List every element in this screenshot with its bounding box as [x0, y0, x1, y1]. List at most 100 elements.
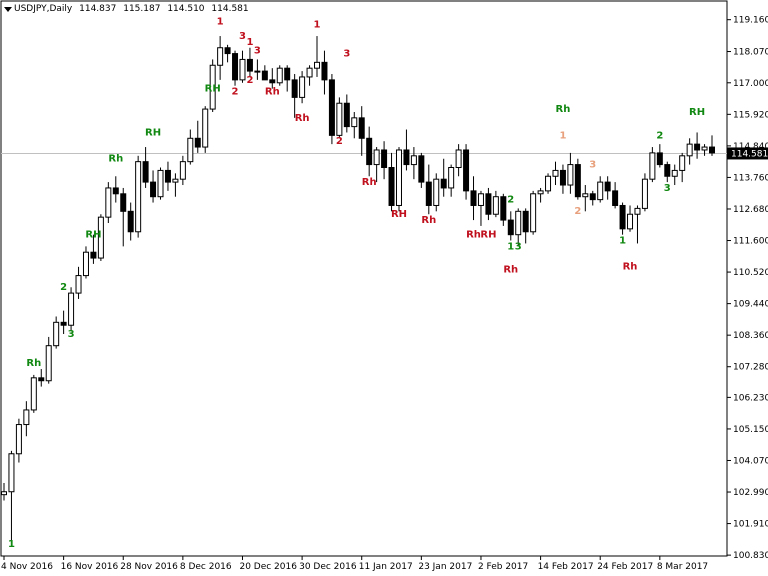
- candle-body-up: [395, 149, 402, 206]
- y-tick-label: 108.360: [733, 331, 768, 341]
- candle-body-down: [381, 149, 388, 168]
- wave-annotation: Rh: [623, 262, 638, 273]
- wave-annotation: 3: [664, 183, 671, 194]
- x-tick-label: 24 Feb 2017: [597, 562, 653, 572]
- wave-annotation: Rh: [362, 177, 377, 188]
- candle-body-down: [142, 161, 149, 183]
- candle-body-down: [150, 181, 157, 198]
- candle-body-down: [403, 149, 410, 166]
- candle-body-up: [254, 70, 261, 73]
- candle-body-up: [179, 161, 186, 180]
- candle-body-up: [53, 321, 60, 347]
- candle-body-up: [299, 76, 306, 98]
- y-tick-label: 109.440: [733, 300, 768, 310]
- wave-annotation: 2: [246, 75, 253, 86]
- y-tick-label: 110.520: [733, 268, 768, 278]
- wave-annotation: Rh: [556, 104, 571, 115]
- wave-annotation: RH: [205, 84, 221, 95]
- x-tick-label: 20 Dec 2016: [239, 562, 297, 572]
- candle-body-down: [261, 70, 268, 81]
- y-tick-label: 100.830: [733, 551, 768, 561]
- wave-annotation: 1: [314, 19, 321, 30]
- candle-body-down: [388, 167, 395, 206]
- candle-body-up: [1, 491, 7, 496]
- wave-annotation: 2: [507, 195, 514, 206]
- candle-body-down: [664, 164, 671, 177]
- candle-body-up: [202, 108, 209, 148]
- candle-body-down: [127, 210, 134, 233]
- candle-body-up: [455, 149, 462, 168]
- wave-annotation: 2: [232, 86, 239, 97]
- candle-body-up: [97, 216, 104, 259]
- candle-body-down: [366, 137, 373, 166]
- candle-body-down: [589, 193, 596, 201]
- y-tick-label: 105.150: [733, 425, 768, 435]
- candle-body-down: [425, 181, 432, 206]
- wave-annotation: RH: [85, 230, 101, 241]
- candle-body-up: [627, 213, 634, 230]
- wave-annotation: 3: [343, 49, 350, 60]
- wave-annotation: 1: [559, 130, 566, 141]
- candle-body-down: [485, 193, 492, 215]
- wave-annotation: Rh: [26, 358, 41, 369]
- y-tick-label: 107.280: [733, 363, 768, 373]
- candle-body-up: [75, 275, 82, 294]
- candle-body-up: [515, 210, 522, 236]
- wave-annotation: Rh: [466, 230, 481, 241]
- candle-body-up: [351, 117, 358, 128]
- x-tick-label: 8 Mar 2017: [657, 562, 708, 572]
- candle-body-down: [522, 210, 529, 233]
- symbol-dropdown-icon[interactable]: [4, 7, 12, 12]
- candle-body-down: [38, 377, 45, 382]
- candle-body-up: [23, 409, 30, 426]
- candle-body-down: [120, 193, 127, 212]
- candle-body-down: [559, 169, 566, 186]
- candle-body-down: [112, 187, 119, 195]
- wave-annotation: 1: [507, 241, 514, 252]
- ohlc-close: 114.581: [211, 4, 249, 14]
- candle-body-down: [194, 137, 201, 148]
- wave-annotation: 3: [239, 31, 246, 42]
- candle-body-up: [552, 169, 559, 177]
- candle-body-up: [448, 167, 455, 189]
- y-tick-label: 113.760: [733, 173, 768, 183]
- candle-body-up: [545, 175, 552, 192]
- y-tick-label: 102.990: [733, 488, 768, 498]
- ohlc-low: 114.510: [167, 4, 205, 14]
- plot-frame: [0, 0, 728, 557]
- candle-body-up: [217, 47, 224, 66]
- y-tick-label: 111.600: [733, 237, 768, 247]
- candle-body-up: [634, 207, 641, 215]
- candle-body-up: [649, 152, 656, 180]
- candle-body-down: [246, 58, 253, 72]
- candle-body-up: [45, 345, 52, 382]
- candle-body-up: [105, 187, 112, 218]
- candle-body-up: [30, 377, 37, 411]
- candle-body-down: [694, 143, 701, 151]
- wave-annotation: Rh: [265, 86, 280, 97]
- candle-body-up: [172, 178, 179, 183]
- candle-body-down: [418, 155, 425, 183]
- candle-body-down: [470, 190, 477, 206]
- candle-body-up: [373, 149, 380, 166]
- candle-body-down: [507, 219, 514, 236]
- wave-annotation: 3: [254, 46, 261, 57]
- ohlc-high: 115.187: [123, 4, 161, 14]
- x-tick-label: 16 Nov 2016: [61, 562, 119, 572]
- wave-annotation: Rh: [421, 215, 436, 226]
- x-tick-label: 30 Dec 2016: [299, 562, 357, 572]
- candle-body-down: [358, 117, 365, 139]
- candle-body-up: [239, 58, 246, 81]
- current-price-badge: [727, 147, 768, 160]
- y-tick-label: 115.920: [733, 110, 768, 120]
- candle-body-down: [604, 181, 611, 192]
- candle-body-down: [90, 251, 97, 259]
- candle-body-down: [440, 178, 447, 189]
- candle-body-up: [597, 181, 604, 201]
- wave-annotation: 1: [246, 37, 253, 48]
- wave-annotation: 2: [574, 206, 581, 217]
- candle-body-down: [500, 196, 507, 221]
- wave-annotation: Rh: [503, 265, 518, 276]
- candle-body-down: [224, 47, 231, 55]
